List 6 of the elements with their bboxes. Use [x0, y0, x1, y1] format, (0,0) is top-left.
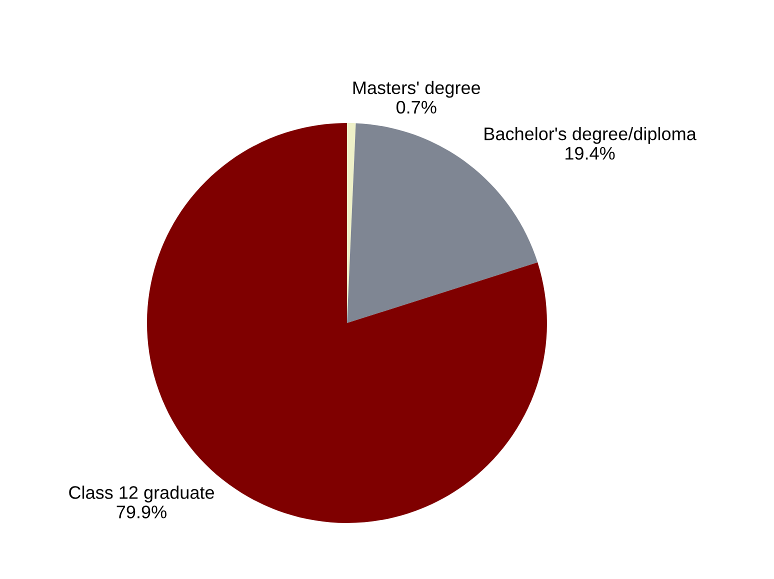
data-label: 0.7% — [396, 100, 436, 114]
data-label: 79.9% — [116, 506, 166, 518]
slice-label: Class 12 graduate — [69, 486, 214, 502]
slice-label: Bachelor's degree/diploma — [484, 127, 696, 144]
slice-label: Masters' degree — [353, 80, 480, 98]
data-label: 19.4% — [566, 146, 615, 160]
